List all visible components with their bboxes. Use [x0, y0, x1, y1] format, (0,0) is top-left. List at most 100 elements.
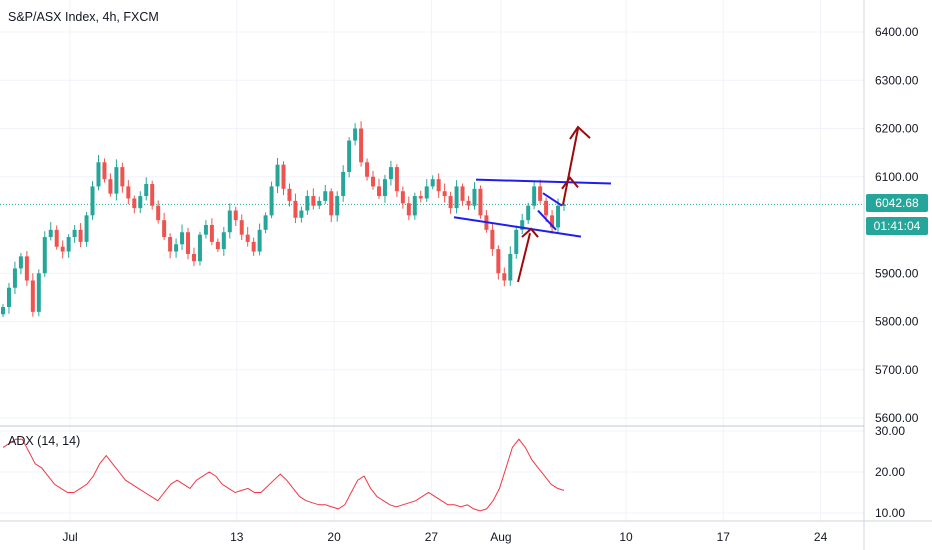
candle-body: [323, 191, 328, 201]
price-tick-label: 6100.00: [875, 170, 919, 184]
candle-body: [132, 198, 137, 209]
projection-arrow-head-2: [569, 125, 591, 140]
candle-body: [239, 220, 244, 235]
candle-body: [508, 253, 513, 281]
candle-body: [174, 244, 179, 252]
projection-arrow-head-3: [561, 176, 579, 190]
candle-body: [180, 232, 185, 245]
candle-body: [454, 186, 459, 209]
candle-body: [400, 191, 405, 204]
candle-body: [514, 229, 519, 254]
candle-body: [48, 229, 53, 238]
candle-body: [448, 196, 453, 209]
price-tick-label: 6200.00: [875, 122, 919, 136]
price-label-badge: 6042.68: [866, 194, 928, 212]
candle-body: [293, 200, 298, 218]
projection-arrow-shaft-1: [517, 232, 531, 283]
candle-body: [1, 307, 5, 315]
candle-body: [556, 205, 561, 228]
price-tick-label: 5700.00: [875, 363, 919, 377]
candle-body: [30, 280, 35, 312]
price-tick-label: 6400.00: [875, 25, 919, 39]
candle-body: [162, 220, 167, 238]
candle-body: [72, 229, 77, 238]
drawings-layer: [453, 125, 612, 283]
candle-body: [353, 128, 358, 141]
candle-body: [394, 167, 399, 192]
countdown-label: 01:41:04: [874, 219, 921, 233]
candle-body: [12, 268, 17, 288]
candle-body: [502, 273, 507, 281]
candle-body: [96, 162, 101, 187]
adx-line: [2, 438, 565, 512]
candle-body: [66, 237, 71, 252]
candle-body: [287, 188, 292, 201]
candle-body: [42, 237, 47, 274]
channel-lower-line: [453, 216, 582, 238]
candle-body: [544, 200, 549, 216]
price-tick-label: 6300.00: [875, 73, 919, 87]
price-tick-label: 5800.00: [875, 315, 919, 329]
candle-body: [376, 186, 381, 197]
candle-body: [209, 225, 214, 242]
x-tick-label: 27: [425, 530, 439, 544]
candles-layer: [1, 121, 566, 318]
adx-label: ADX (14, 14): [8, 434, 80, 448]
candle-body: [227, 210, 232, 233]
price-badge-bg: [866, 194, 928, 212]
candle-body: [233, 210, 238, 221]
candle-body: [78, 229, 83, 242]
candle-body: [150, 183, 155, 206]
candle-body: [18, 256, 23, 269]
candle-body: [263, 215, 268, 230]
candle-body: [114, 167, 119, 194]
flag-lower-line: [537, 209, 557, 231]
adx-layer: [2, 438, 565, 512]
candle-body: [197, 234, 202, 262]
adx-tick-label: 30.00: [875, 424, 905, 438]
candle-body: [329, 191, 334, 216]
x-tick-label: 20: [327, 530, 341, 544]
candle-body: [532, 186, 537, 206]
projection-arrow-shaft-2: [562, 128, 579, 205]
candle-body: [496, 249, 501, 274]
candle-body: [191, 253, 196, 262]
candle-body: [24, 256, 29, 281]
candle-body: [365, 162, 370, 177]
adx-tick-label: 20.00: [875, 465, 905, 479]
candle-body: [526, 205, 531, 221]
candle-body: [406, 203, 411, 216]
channel-upper-line: [475, 178, 612, 185]
x-tick-label: Jul: [62, 530, 77, 544]
candle-body: [442, 191, 447, 197]
candle-body: [186, 232, 191, 254]
candle-body: [490, 229, 495, 250]
countdown-badge: 01:41:04: [866, 217, 928, 235]
price-tick-label: 5900.00: [875, 266, 919, 280]
candle-body: [520, 220, 525, 230]
candle-body: [359, 128, 364, 163]
candle-body: [120, 167, 125, 187]
candle-body: [562, 204, 566, 206]
candle-body: [168, 237, 173, 252]
candle-body: [371, 176, 376, 187]
candle-body: [54, 229, 59, 247]
x-tick-label: 17: [717, 530, 731, 544]
candle-body: [341, 171, 346, 197]
x-tick-label: 13: [230, 530, 244, 544]
candle-body: [221, 232, 226, 250]
candle-body: [6, 287, 11, 308]
chart-title: S&P/ASX Index, 4h, FXCM: [8, 10, 159, 24]
countdown-bg: [866, 217, 928, 235]
candle-body: [138, 196, 143, 209]
adx-tick-label: 10.00: [875, 506, 905, 520]
candle-body: [281, 164, 286, 189]
candle-body: [305, 196, 310, 211]
candle-body: [317, 200, 322, 206]
x-tick-label: 24: [814, 530, 828, 544]
candle-body: [215, 241, 220, 250]
candle-body: [430, 179, 435, 187]
candle-body: [84, 215, 89, 242]
candle-body: [424, 186, 429, 199]
